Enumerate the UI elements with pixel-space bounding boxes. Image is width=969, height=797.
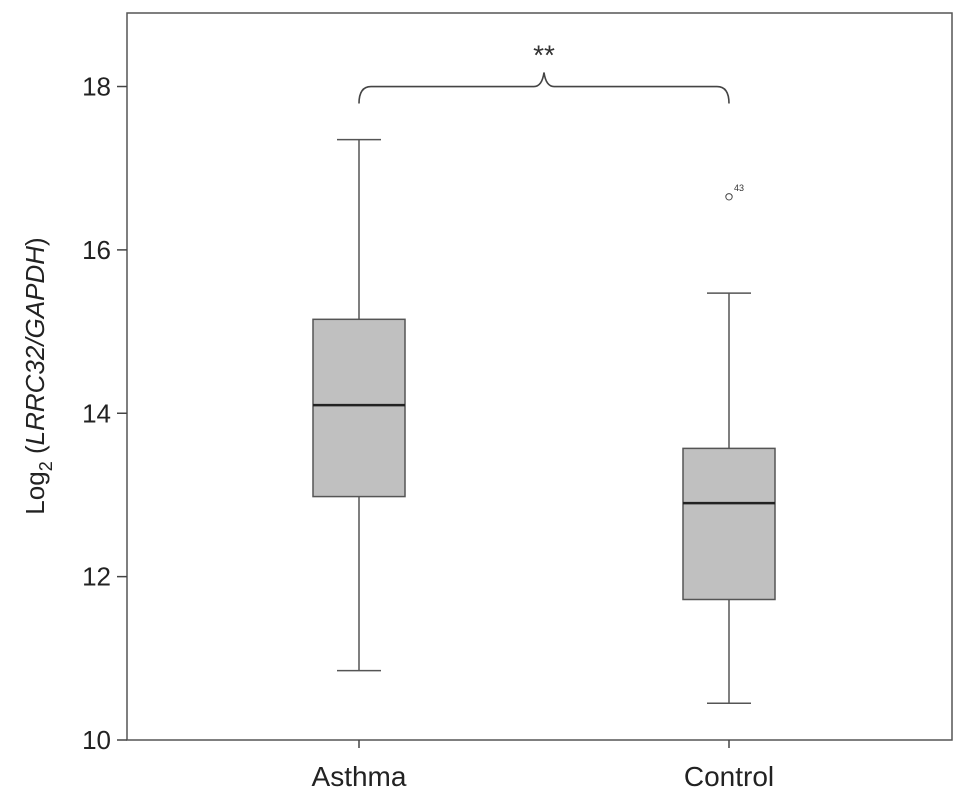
- y-tick-label: 12: [82, 562, 111, 592]
- x-category-label: Asthma: [312, 761, 407, 792]
- bracket-path: [358, 72, 730, 104]
- box-asthma: [312, 138, 406, 672]
- x-category-label: Control: [684, 761, 774, 792]
- significance-label: **: [533, 40, 555, 71]
- y-axis-label-open-paren: (: [20, 445, 50, 461]
- outlier-label: 43: [734, 183, 744, 193]
- box-iqr: [312, 318, 406, 498]
- y-tick-label: 14: [82, 398, 111, 428]
- box-control: 43: [682, 183, 776, 704]
- y-axis-label-subscript: 2: [36, 461, 56, 471]
- y-axis-label-close-paren: ): [20, 237, 50, 246]
- x-axis: Asthma Control: [312, 740, 774, 792]
- y-axis-label-gene: LRRC32/GAPDH: [20, 246, 50, 446]
- y-tick-label: 16: [82, 235, 111, 265]
- box-iqr: [682, 447, 776, 601]
- y-tick-label: 10: [82, 725, 111, 755]
- outlier-point: [725, 193, 733, 201]
- significance-bracket: **: [358, 40, 730, 104]
- y-axis-label: Log2 (LRRC32/GAPDH): [20, 237, 56, 514]
- y-axis: 10 12 14 16 18: [82, 72, 127, 755]
- boxes-group: 43: [312, 138, 776, 704]
- plot-frame: [126, 12, 953, 741]
- y-axis-label-prefix: Log: [20, 471, 50, 514]
- y-tick-label: 18: [82, 72, 111, 102]
